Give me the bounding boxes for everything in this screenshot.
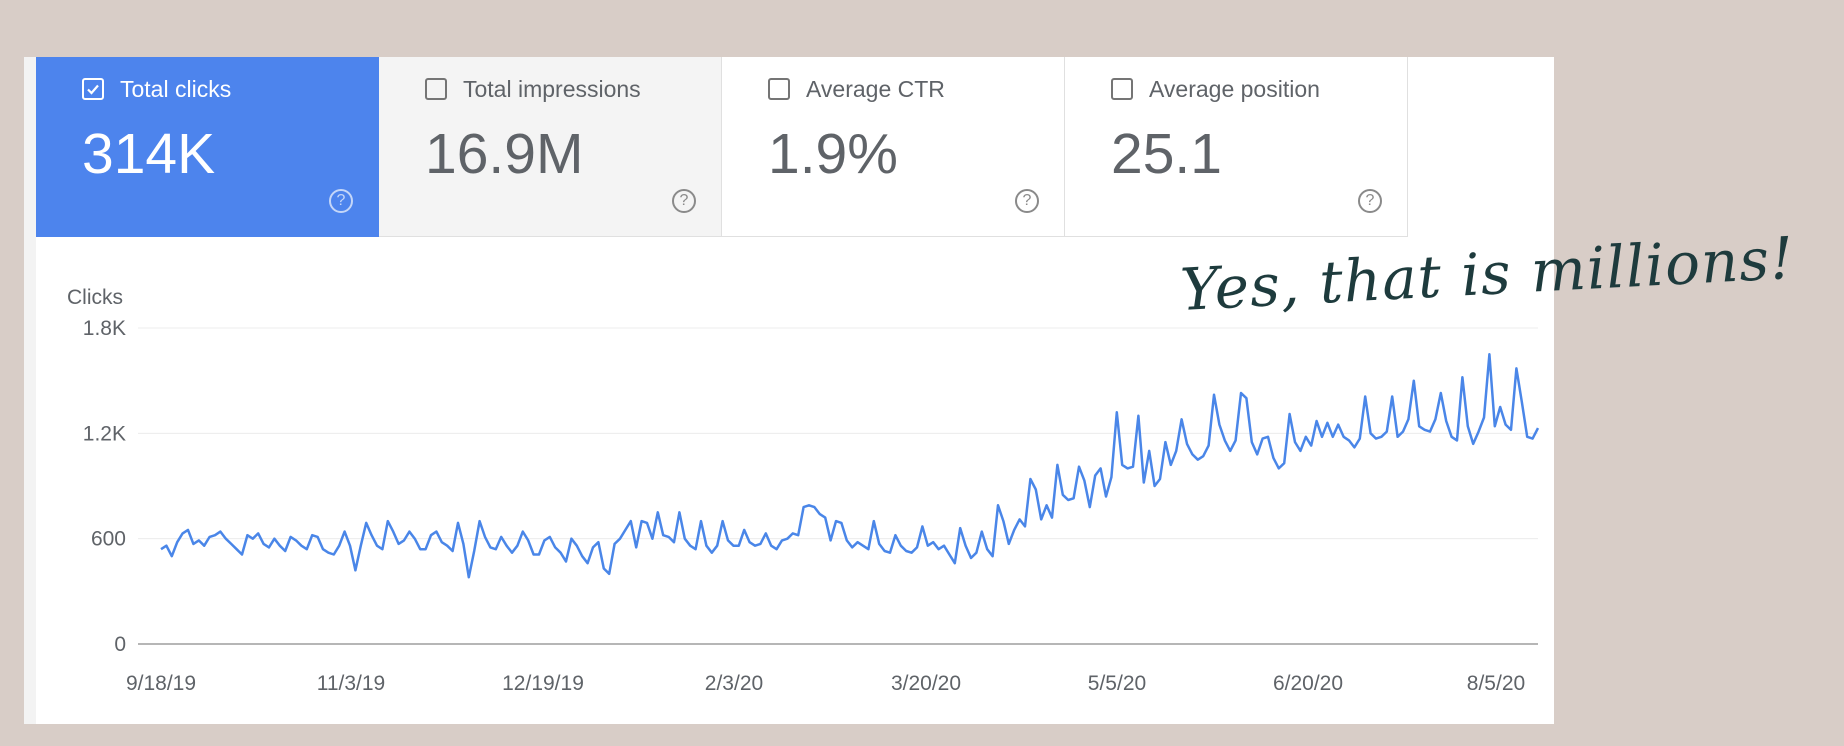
- checkbox-icon[interactable]: [425, 78, 447, 100]
- series-line-clicks: [160, 353, 1540, 579]
- total-impressions-card[interactable]: Total impressions 16.9M ?: [379, 57, 722, 237]
- total-clicks-card[interactable]: Total clicks 314K ?: [36, 57, 379, 237]
- y-axis-label: Clicks: [67, 286, 123, 309]
- card-value: 25.1: [1111, 122, 1222, 186]
- x-tick-label: 3/20/20: [891, 672, 961, 695]
- average-position-card[interactable]: Average position 25.1 ?: [1065, 57, 1408, 237]
- x-tick-label: 9/18/19: [126, 672, 196, 695]
- panel-edge: [24, 57, 36, 724]
- help-icon[interactable]: ?: [329, 189, 353, 213]
- y-tick-label: 600: [91, 528, 126, 551]
- y-tick-labels: 0 600 1.2K 1.8K: [83, 317, 126, 656]
- card-label: Average CTR: [806, 76, 945, 102]
- help-icon[interactable]: ?: [1358, 189, 1382, 213]
- series-group: [160, 353, 1540, 579]
- performance-panel: Total clicks 314K ? Total impressions 16…: [24, 57, 1554, 724]
- x-tick-label: 5/5/20: [1088, 672, 1146, 695]
- y-tick-label: 1.2K: [83, 422, 126, 445]
- help-icon[interactable]: ?: [672, 189, 696, 213]
- x-tick-label: 11/3/19: [317, 672, 386, 695]
- x-tick-label: 12/19/19: [502, 672, 584, 695]
- clicks-chart: 0 600 1.2K 1.8K 9/18/19 11/3/19 12/19/19 2/3/2…: [67, 286, 1540, 695]
- card-value: 16.9M: [425, 122, 584, 186]
- checkbox-icon[interactable]: [1111, 78, 1133, 100]
- average-ctr-card[interactable]: Average CTR 1.9% ?: [722, 57, 1065, 237]
- x-tick-label: 6/20/20: [1273, 672, 1343, 695]
- checkbox-checked-icon[interactable]: [82, 78, 104, 100]
- card-label: Average position: [1149, 76, 1320, 102]
- help-icon[interactable]: ?: [1015, 189, 1039, 213]
- card-label: Total impressions: [463, 76, 641, 102]
- x-tick-label: 8/5/20: [1467, 672, 1525, 695]
- card-label: Total clicks: [120, 76, 232, 102]
- chart-grid: [138, 327, 1538, 645]
- y-tick-label: 0: [114, 633, 126, 656]
- x-tick-labels: 9/18/19 11/3/19 12/19/19 2/3/20 3/20/20 5/5/2…: [126, 672, 1525, 695]
- card-value: 314K: [82, 122, 216, 186]
- x-tick-label: 2/3/20: [705, 672, 763, 695]
- card-value: 1.9%: [768, 122, 898, 186]
- y-tick-label: 1.8K: [83, 317, 126, 340]
- checkbox-icon[interactable]: [768, 78, 790, 100]
